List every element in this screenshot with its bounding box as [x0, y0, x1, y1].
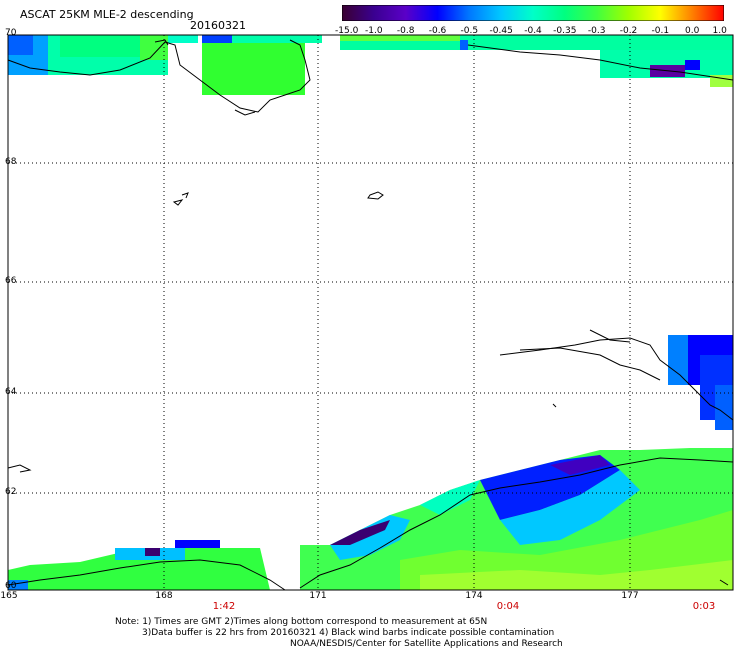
data-swaths [8, 35, 733, 590]
lon-label-171: 171 [309, 591, 327, 601]
lat-label-64: 64 [5, 387, 17, 397]
swath-top-middle [202, 35, 305, 95]
lat-label-68: 68 [5, 157, 17, 167]
lon-label-168: 168 [155, 591, 173, 601]
colorbar-label: -0.2 [619, 26, 638, 36]
colorbar-label: 0.0 [684, 26, 700, 36]
colorbar-label: -0.4 [524, 26, 542, 36]
footer-note-2: 3)Data buffer is 22 hrs from 20160321 4)… [142, 628, 555, 638]
footer-note-3: NOAA/NESDIS/Center for Satellite Applica… [290, 639, 563, 649]
footer-note-1: Note: 1) Times are GMT 2)Times along bot… [115, 617, 488, 627]
colorbar [342, 5, 724, 21]
colorbar-label: -15.0 [335, 26, 359, 36]
lat-label-66: 66 [5, 276, 17, 286]
swath-bottom-left [8, 548, 270, 590]
colorbar-label: -0.3 [587, 26, 606, 36]
time-label-3: 0:03 [692, 601, 716, 612]
colorbar-label: -0.1 [651, 26, 670, 36]
product-date: 20160321 [190, 19, 246, 32]
colorbar-label: 1.0 [712, 26, 727, 36]
lat-label-70: 70 [5, 28, 17, 38]
product-title: ASCAT 25KM MLE-2 descending [20, 8, 194, 21]
time-label-2: 0:04 [496, 601, 520, 612]
colorbar-label: -0.45 [489, 26, 513, 36]
lat-label-60: 60 [5, 581, 17, 591]
colorbar-label: -0.8 [396, 26, 415, 36]
lon-label-177: 177 [621, 591, 639, 601]
time-label-1: 1:42 [212, 601, 236, 612]
lat-lon-grid [8, 35, 733, 590]
colorbar-labels: -15.0 -1.0 -0.8 -0.6 -0.5 -0.45 -0.4 -0.35 -0.3 -… [330, 26, 730, 38]
lon-label-174: 174 [465, 591, 483, 601]
lon-label-165: 165 [0, 591, 18, 601]
colorbar-label: -0.5 [460, 26, 479, 36]
colorbar-label: -1.0 [365, 26, 383, 36]
colorbar-label: -0.35 [553, 26, 577, 36]
colorbar-label: -0.6 [428, 26, 447, 36]
lat-label-62: 62 [5, 487, 17, 497]
coastlines [7, 39, 734, 591]
colorbar-gradient [342, 5, 724, 21]
map-frame [7, 34, 734, 591]
